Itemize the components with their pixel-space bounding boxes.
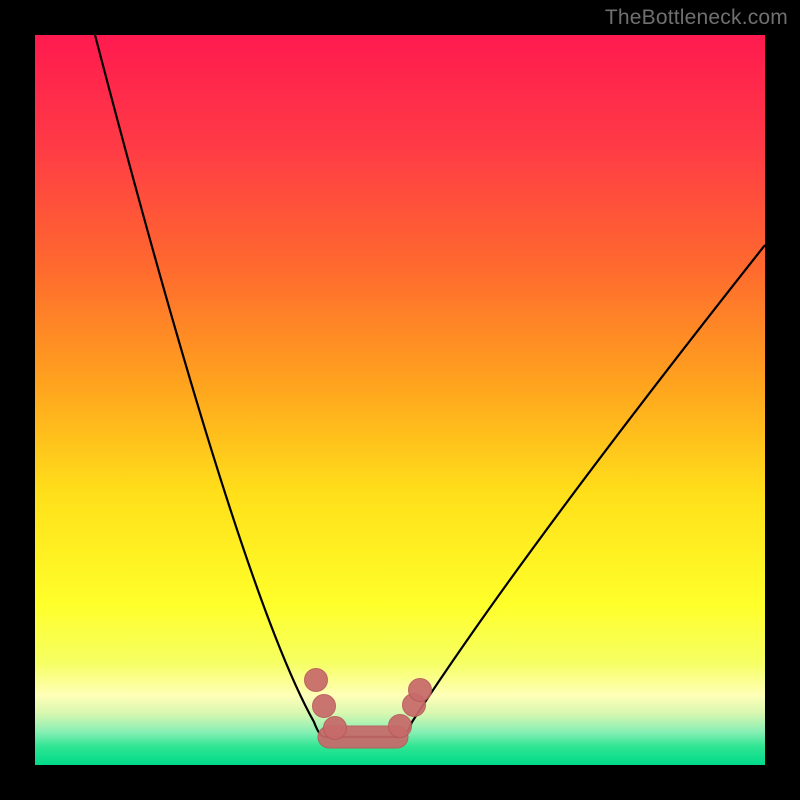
sweet-spot-dot (313, 695, 336, 718)
gradient-background (35, 35, 765, 765)
chart-stage: TheBottleneck.com (0, 0, 800, 800)
sweet-spot-dot (409, 679, 432, 702)
sweet-spot-dot (305, 669, 328, 692)
plot-area (35, 35, 765, 765)
sweet-spot-dot (389, 715, 412, 738)
sweet-spot-dot (324, 717, 347, 740)
bottleneck-chart (0, 0, 800, 800)
watermark-text: TheBottleneck.com (605, 6, 788, 30)
